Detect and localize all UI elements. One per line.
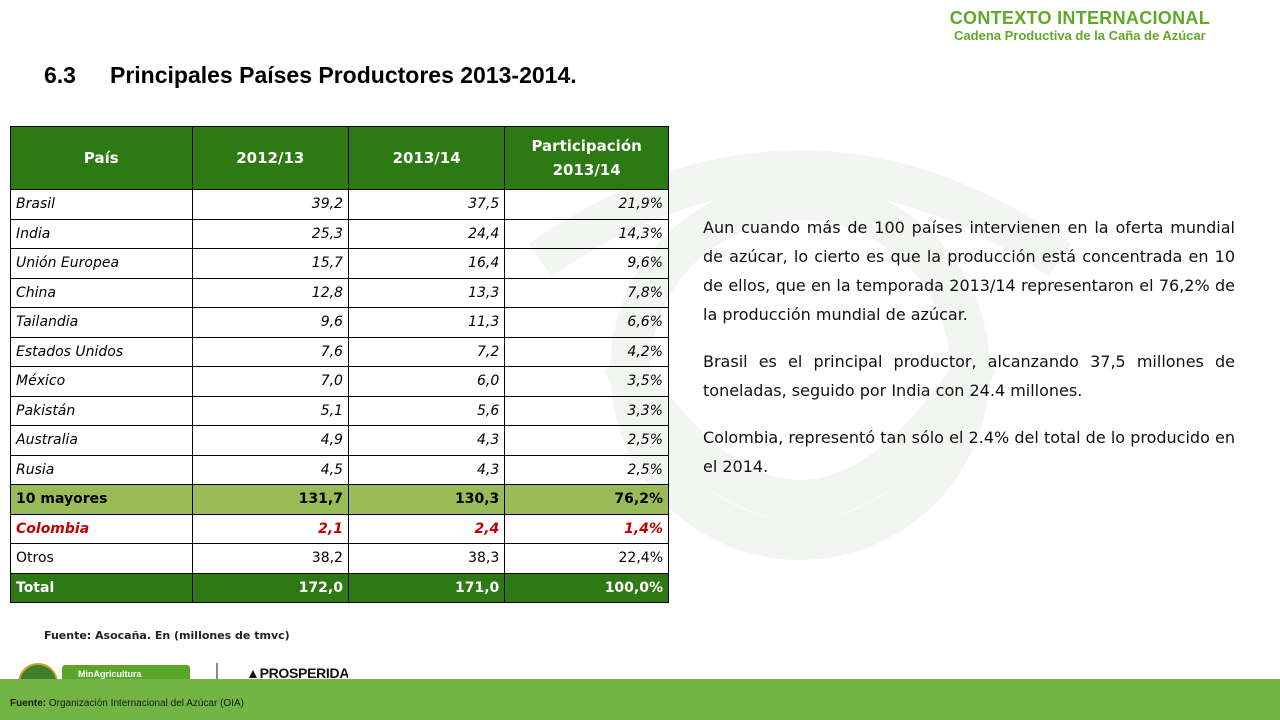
header-2012-13: 2012/13 <box>191 126 349 190</box>
value-cell: 4,5 <box>191 454 349 485</box>
header-subtitle: Cadena Productiva de la Caña de Azúcar <box>954 28 1206 43</box>
page-title: 6.3 Principales Países Productores 2013-… <box>44 62 577 89</box>
value-cell: 5,6 <box>347 395 506 426</box>
value-cell: 7,6 <box>191 336 349 367</box>
header-title: CONTEXTO INTERNACIONAL <box>949 8 1210 28</box>
logos-strip: MinAgricultura ▲PROSPERIDAD <box>18 663 348 679</box>
table-row: Pakistán 5,1 5,6 3,3% <box>10 395 669 426</box>
value-cell: 131,7 <box>191 484 349 515</box>
value-cell: 4,9 <box>191 425 349 456</box>
value-cell: 22,4% <box>504 543 669 574</box>
value-cell: 38,2 <box>191 543 349 574</box>
value-cell: 11,3 <box>347 307 506 338</box>
section-header: CONTEXTO INTERNACIONAL Cadena Productiva… <box>950 8 1210 44</box>
table-row: Brasil 39,2 37,5 21,9% <box>10 189 669 220</box>
value-cell: 3,5% <box>504 366 669 397</box>
header-share: Participación 2013/14 <box>504 126 669 190</box>
section-title: Principales Países Productores 2013-2014… <box>109 62 577 88</box>
country-cell: 10 mayores <box>10 484 193 515</box>
table-row: México 7,0 6,0 3,5% <box>10 366 669 397</box>
table-row: China 12,8 13,3 7,8% <box>10 277 669 308</box>
table-row: Australia 4,9 4,3 2,5% <box>10 425 669 456</box>
value-cell: 25,3 <box>191 218 349 249</box>
value-cell: 37,5 <box>347 189 506 220</box>
country-cell: Otros <box>10 543 193 574</box>
value-cell: 6,0 <box>347 366 506 397</box>
total-row: Total 172,0 171,0 100,0% <box>10 572 669 603</box>
value-cell: 2,4 <box>347 513 506 544</box>
table-row: Tailandia 9,6 11,3 6,6% <box>10 307 669 338</box>
table-row: Unión Europea 15,7 16,4 9,6% <box>10 248 669 279</box>
prosperidad-label: PROSPERIDAD <box>259 665 348 679</box>
value-cell: 3,3% <box>504 395 669 426</box>
value-cell: 1,4% <box>504 513 669 544</box>
country-cell: Tailandia <box>10 307 193 338</box>
country-cell: Australia <box>10 425 193 456</box>
value-cell: 76,2% <box>504 484 669 515</box>
value-cell: 171,0 <box>347 572 506 603</box>
country-cell: Pakistán <box>10 395 193 426</box>
footer-label: Fuente: <box>10 698 47 709</box>
country-cell: Estados Unidos <box>10 336 193 367</box>
value-cell: 16,4 <box>347 248 506 279</box>
value-cell: 21,9% <box>504 189 669 220</box>
table-header-row: País 2012/13 2013/14 Participación 2013/… <box>10 126 669 190</box>
prosperidad-logo: ▲PROSPERIDAD <box>246 665 348 679</box>
value-cell: 2,1 <box>191 513 349 544</box>
footer-source: Fuente: Organización Internacional del A… <box>10 698 244 709</box>
paragraph: Brasil es el principal productor, alcanz… <box>703 352 1235 400</box>
section-number: 6.3 <box>44 62 76 88</box>
value-cell: 12,8 <box>191 277 349 308</box>
country-cell: China <box>10 277 193 308</box>
paragraph: Colombia, representó tan sólo el 2.4% de… <box>703 428 1235 476</box>
value-cell: 2,5% <box>504 454 669 485</box>
footer-bar: Fuente: Organización Internacional del A… <box>0 679 1280 720</box>
table-row: India 25,3 24,4 14,3% <box>10 218 669 249</box>
value-cell: 15,7 <box>191 248 349 279</box>
value-cell: 7,8% <box>504 277 669 308</box>
value-cell: 172,0 <box>191 572 349 603</box>
value-cell: 14,3% <box>504 218 669 249</box>
others-row: Otros 38,2 38,3 22,4% <box>10 543 669 574</box>
ministry-logo: MinAgricultura <box>62 665 190 679</box>
value-cell: 39,2 <box>191 189 349 220</box>
table-source: Fuente: Asocaña. En (millones de tmvc) <box>44 629 290 642</box>
value-cell: 6,6% <box>504 307 669 338</box>
table-row: Estados Unidos 7,6 7,2 4,2% <box>10 336 669 367</box>
value-cell: 2,5% <box>504 425 669 456</box>
paragraph: Aun cuando más de 100 países intervienen… <box>703 218 1235 324</box>
country-cell: Colombia <box>10 513 193 544</box>
value-cell: 4,3 <box>347 425 506 456</box>
table-row: Rusia 4,5 4,3 2,5% <box>10 454 669 485</box>
value-cell: 5,1 <box>191 395 349 426</box>
top10-row: 10 mayores 131,7 130,3 76,2% <box>10 484 669 515</box>
value-cell: 7,2 <box>347 336 506 367</box>
country-cell: Unión Europea <box>10 248 193 279</box>
country-cell: México <box>10 366 193 397</box>
seal-logo <box>18 663 58 679</box>
value-cell: 24,4 <box>347 218 506 249</box>
value-cell: 100,0% <box>504 572 669 603</box>
producers-table: País 2012/13 2013/14 Participación 2013/… <box>10 126 669 603</box>
country-cell: India <box>10 218 193 249</box>
colombia-row: Colombia 2,1 2,4 1,4% <box>10 513 669 544</box>
value-cell: 4,3 <box>347 454 506 485</box>
value-cell: 9,6% <box>504 248 669 279</box>
country-cell: Total <box>10 572 193 603</box>
header-2013-14: 2013/14 <box>347 126 506 190</box>
country-cell: Brasil <box>10 189 193 220</box>
value-cell: 4,2% <box>504 336 669 367</box>
value-cell: 9,6 <box>191 307 349 338</box>
value-cell: 130,3 <box>347 484 506 515</box>
header-country: País <box>10 126 193 190</box>
value-cell: 38,3 <box>347 543 506 574</box>
value-cell: 7,0 <box>191 366 349 397</box>
logo-divider <box>216 663 218 679</box>
value-cell: 13,3 <box>347 277 506 308</box>
country-cell: Rusia <box>10 454 193 485</box>
footer-source-text: Organización Internacional del Azúcar (O… <box>48 698 244 709</box>
body-text: Aun cuando más de 100 países intervienen… <box>703 213 1235 499</box>
